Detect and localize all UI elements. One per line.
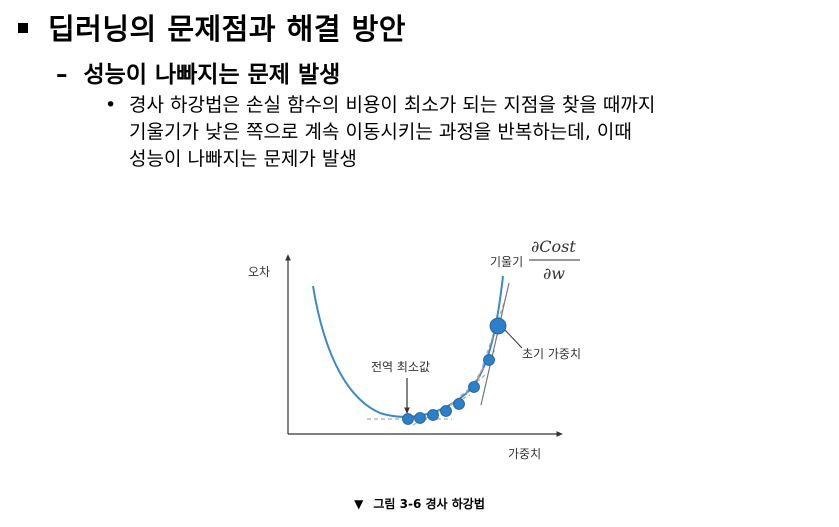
slope-label: 기울기 bbox=[490, 255, 523, 269]
descent-point bbox=[453, 398, 465, 410]
x-axis-label: 가중치 bbox=[508, 447, 541, 461]
descent-point bbox=[468, 381, 480, 393]
sub-heading: – 성능이 나빠지는 문제 발생 bbox=[56, 55, 340, 89]
descent-point bbox=[414, 412, 426, 424]
initial-weight-point bbox=[489, 317, 507, 335]
main-heading: 딥러닝의 문제점과 해결 방안 bbox=[18, 6, 406, 48]
sub-heading-text: 성능이 나빠지는 문제 발생 bbox=[83, 62, 341, 88]
bullet-paragraph: • 경사 하강법은 손실 함수의 비용이 최소가 되는 지점을 찾을 때까지 기… bbox=[105, 92, 835, 173]
bullet-paragraph-text: 경사 하강법은 손실 함수의 비용이 최소가 되는 지점을 찾을 때까지 기울기… bbox=[129, 94, 656, 170]
dot-bullet-icon: • bbox=[105, 94, 117, 116]
caption-marker-icon: ▼ bbox=[354, 497, 364, 511]
descent-points bbox=[402, 317, 507, 425]
descent-point bbox=[402, 413, 414, 425]
initial-weight-label: 초기 가중치 bbox=[522, 347, 581, 361]
descent-point bbox=[440, 405, 452, 417]
descent-point bbox=[427, 409, 439, 421]
initial-tangent-line bbox=[480, 282, 510, 406]
global-min-label: 전역 최소값 bbox=[371, 360, 430, 374]
y-axis-label: 오차 bbox=[248, 265, 270, 279]
figure-caption: ▼ 그림 3-6 경사 하강법 bbox=[0, 495, 839, 512]
caption-text: 그림 3-6 경사 하강법 bbox=[373, 497, 485, 511]
loss-curve bbox=[312, 275, 504, 418]
slope-denominator: ∂w bbox=[543, 264, 565, 283]
dash-bullet-icon: – bbox=[56, 62, 68, 88]
slope-numerator: ∂Cost bbox=[531, 237, 576, 256]
descent-point bbox=[483, 354, 495, 366]
main-heading-text: 딥러닝의 문제점과 해결 방안 bbox=[48, 12, 406, 46]
initial-weight-leader bbox=[504, 329, 523, 349]
square-bullet-icon bbox=[18, 23, 28, 33]
